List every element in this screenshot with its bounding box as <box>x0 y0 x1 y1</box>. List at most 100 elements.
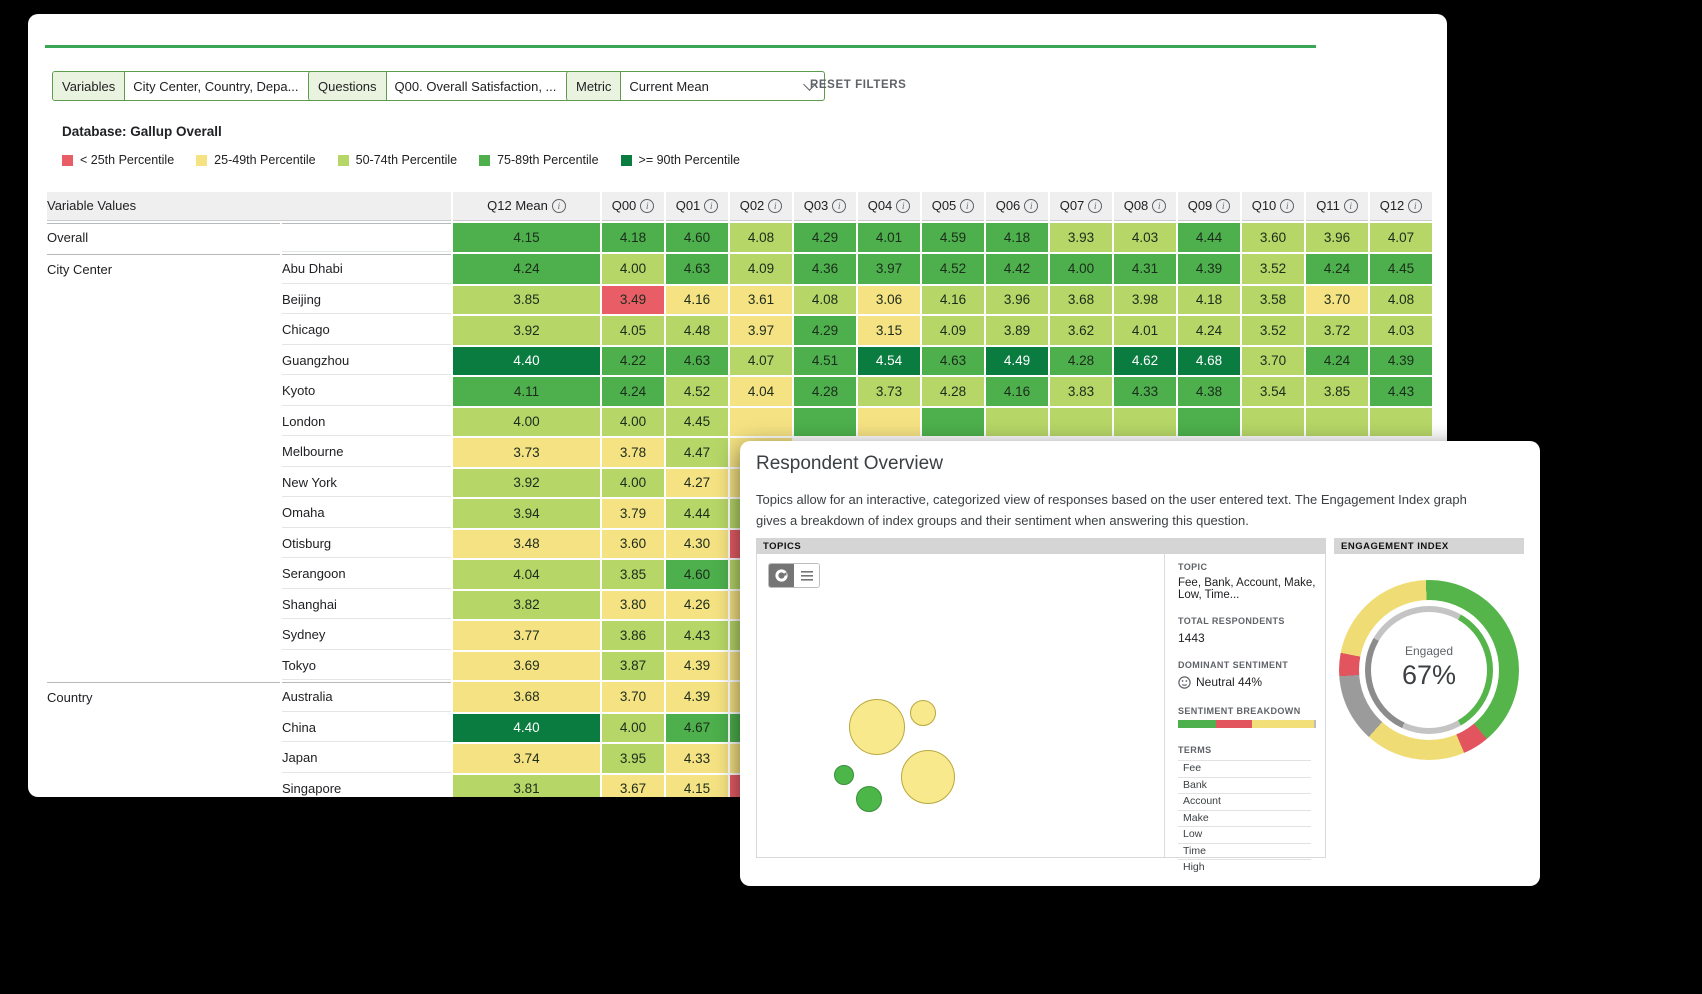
heatmap-cell: 4.48 <box>666 316 728 345</box>
list-view-button[interactable] <box>794 564 819 587</box>
sentiment-segment <box>1216 720 1252 728</box>
heatmap-cell: 3.79 <box>602 499 664 528</box>
heatmap-cell: 4.08 <box>794 285 856 314</box>
database-label: Database: Gallup Overall <box>62 124 222 139</box>
questions-filter[interactable]: Questions Q00. Overall Satisfaction, ... <box>308 71 603 101</box>
overview-description: Topics allow for an interactive, categor… <box>756 492 1467 528</box>
heatmap-cell: 4.18 <box>1178 285 1240 314</box>
heatmap-cell <box>1306 407 1368 436</box>
heatmap-cell: 4.00 <box>453 407 600 436</box>
topic-value: Fee, Bank, Account, Make, Low, Time... <box>1178 577 1316 601</box>
info-icon[interactable]: i <box>1343 199 1358 214</box>
heatmap-cell: 4.03 <box>1370 316 1432 345</box>
info-icon[interactable]: i <box>1088 199 1103 214</box>
column-header[interactable]: Q02 i <box>730 192 792 221</box>
group-label <box>47 744 280 773</box>
term-item[interactable]: Bank <box>1178 776 1311 794</box>
column-header[interactable]: Q10 i <box>1242 192 1304 221</box>
row-label: Shanghai <box>282 590 451 619</box>
term-item[interactable]: Fee <box>1178 760 1311 777</box>
info-icon[interactable]: i <box>551 199 566 214</box>
table-row: Guangzhou 4.40 4.22 4.63 4.07 4.51 4.54 4.63 4.4… <box>47 346 1432 375</box>
table-row: Tokyo 3.69 3.87 4.39 <box>47 651 1432 680</box>
metric-filter[interactable]: Metric Current Mean <box>566 71 826 101</box>
column-header[interactable]: Q04 i <box>858 192 920 221</box>
row-label: Japan <box>282 744 451 773</box>
legend-swatch <box>62 154 73 166</box>
topic-bubble[interactable] <box>910 700 936 726</box>
term-item[interactable]: Low <box>1178 826 1311 843</box>
term-item[interactable]: Time <box>1178 842 1311 860</box>
heatmap-cell: 4.16 <box>986 377 1048 406</box>
topics-view-toolbar <box>768 563 820 588</box>
column-header[interactable]: Q07 i <box>1050 192 1112 221</box>
heatmap-cell: 4.52 <box>666 377 728 406</box>
term-item[interactable]: Account <box>1178 793 1311 810</box>
heatmap-cell: 4.28 <box>922 377 984 406</box>
topic-bubble[interactable] <box>901 750 955 804</box>
heatmap-cell: 3.92 <box>453 316 600 345</box>
heatmap-cell: 4.28 <box>794 377 856 406</box>
info-icon[interactable]: i <box>640 199 655 214</box>
column-header[interactable]: Q00 i <box>602 192 664 221</box>
legend-swatch <box>196 154 208 166</box>
topic-detail-column: TOPIC Fee, Bank, Account, Make, Low, Tim… <box>1178 554 1318 876</box>
variables-filter[interactable]: Variables City Center, Country, Depa... <box>52 71 340 101</box>
group-label: Overall <box>47 222 280 252</box>
column-header[interactable]: Q08 i <box>1114 192 1176 221</box>
heatmap-cell: 4.45 <box>666 407 728 436</box>
heatmap-cell: 4.00 <box>1050 254 1112 284</box>
column-header[interactable]: Q12 i <box>1370 192 1432 221</box>
column-header[interactable]: Q03 i <box>794 192 856 221</box>
column-header[interactable]: Q12 Mean i <box>453 192 600 221</box>
heatmap-cell: 4.00 <box>602 468 664 497</box>
term-item[interactable]: High <box>1178 859 1311 876</box>
info-icon[interactable]: i <box>1152 199 1167 214</box>
heatmap-cell: 4.22 <box>602 346 664 375</box>
heatmap-cell: 3.80 <box>602 590 664 619</box>
column-header[interactable]: Q09 i <box>1178 192 1240 221</box>
legend-item: 75-89th Percentile <box>479 153 599 167</box>
heatmap-cell: 4.63 <box>666 346 728 375</box>
variable-values-header: Variable Values <box>47 192 451 221</box>
topic-bubble[interactable] <box>856 786 882 812</box>
info-icon[interactable]: i <box>1280 199 1295 214</box>
engagement-donut-chart: Engaged 67% <box>1339 580 1519 760</box>
heatmap-cell: 3.70 <box>602 682 664 712</box>
heatmap-cell: 4.00 <box>602 407 664 436</box>
info-icon[interactable]: i <box>832 199 847 214</box>
info-icon[interactable]: i <box>896 199 911 214</box>
column-header[interactable]: Q05 i <box>922 192 984 221</box>
info-icon[interactable]: i <box>1408 199 1423 214</box>
table-row: City Center Abu Dhabi 4.24 4.00 4.63 4.09 4.36… <box>47 254 1432 284</box>
heatmap-cell: 3.97 <box>730 316 792 345</box>
topic-bubble[interactable] <box>834 765 854 785</box>
questions-filter-label: Questions <box>309 72 387 100</box>
column-header[interactable]: Q06 i <box>986 192 1048 221</box>
heatmap-cell: 4.18 <box>602 222 664 252</box>
column-header[interactable]: Q01 i <box>666 192 728 221</box>
reset-filters-button[interactable]: RESET FILTERS <box>810 79 907 91</box>
info-icon[interactable]: i <box>704 199 719 214</box>
dominant-sentiment-value: Neutral 44% <box>1178 675 1318 692</box>
group-label <box>47 316 280 345</box>
topic-bubble[interactable] <box>849 699 905 755</box>
row-label: London <box>282 407 451 436</box>
table-row: Melbourne 3.73 3.78 4.47 <box>47 438 1432 467</box>
info-icon[interactable]: i <box>768 199 783 214</box>
info-icon[interactable]: i <box>1216 199 1231 214</box>
column-header[interactable]: Q11 i <box>1306 192 1368 221</box>
heatmap-cell: 4.08 <box>1370 285 1432 314</box>
variables-filter-value: City Center, Country, Depa... <box>133 78 299 94</box>
table-row: Beijing 3.85 3.49 4.16 3.61 4.08 3.06 4.16 3.96 3… <box>47 285 1432 314</box>
heatmap-cell: 4.36 <box>794 254 856 284</box>
heatmap-cell: 3.69 <box>453 651 600 680</box>
engagement-center-label: Engaged <box>1404 644 1454 658</box>
term-item[interactable]: Make <box>1178 809 1311 827</box>
heatmap-cell: 4.59 <box>922 222 984 252</box>
info-icon[interactable]: i <box>1024 199 1039 214</box>
info-icon[interactable]: i <box>960 199 975 214</box>
heatmap-cell: 4.07 <box>1370 222 1432 252</box>
heatmap-cell: 4.08 <box>730 222 792 252</box>
bubble-view-button[interactable] <box>769 564 794 587</box>
